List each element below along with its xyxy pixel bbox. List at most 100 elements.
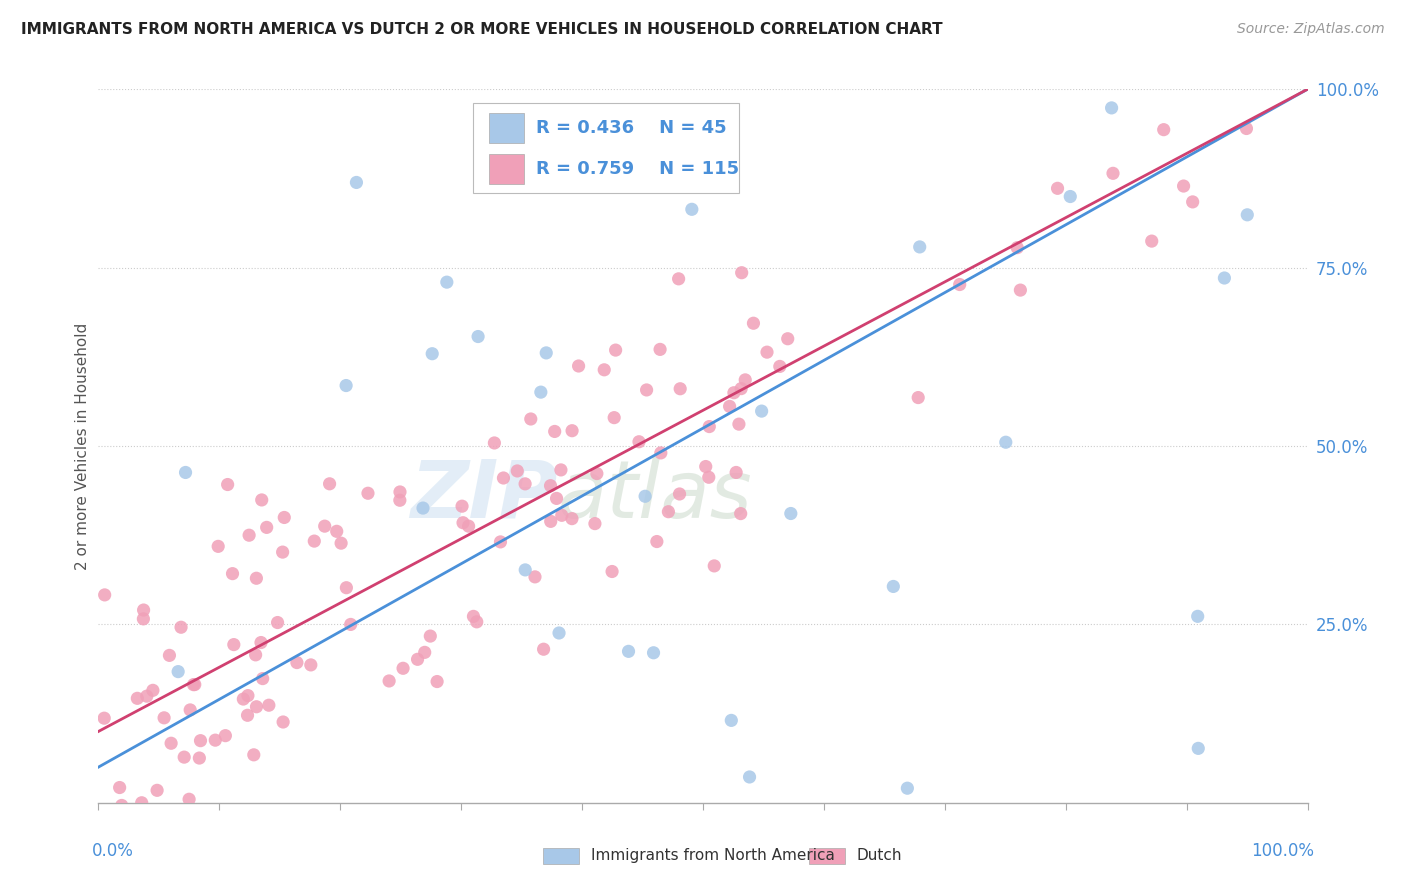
Point [271, 545, 294, 559]
Point [167, 665, 190, 679]
Point [93, 588, 115, 602]
Point [153, 711, 176, 725]
Point [318, 476, 340, 491]
Point [734, 373, 756, 387]
Point [132, 603, 155, 617]
Point [465, 615, 488, 629]
Point [420, 347, 443, 361]
Point [467, 329, 489, 343]
Point [188, 751, 211, 765]
Point [339, 617, 361, 632]
Point [146, 783, 169, 797]
Point [357, 486, 380, 500]
Point [524, 570, 547, 584]
FancyBboxPatch shape [543, 848, 579, 864]
Text: Source: ZipAtlas.com: Source: ZipAtlas.com [1237, 22, 1385, 37]
Point [540, 479, 562, 493]
Point [583, 516, 606, 531]
Point [697, 470, 720, 484]
Point [600, 565, 623, 579]
Point [605, 343, 627, 357]
Point [207, 540, 229, 554]
Point [250, 492, 273, 507]
Point [245, 571, 267, 585]
Point [451, 516, 474, 530]
Point [250, 635, 273, 649]
Point [108, 780, 131, 795]
Point [657, 505, 679, 519]
Point [1101, 101, 1123, 115]
Point [177, 792, 200, 806]
Point [451, 499, 474, 513]
Point [738, 770, 761, 784]
Point [1046, 181, 1069, 195]
Point [636, 383, 658, 397]
Point [1140, 234, 1163, 248]
Point [127, 691, 149, 706]
Point [720, 714, 742, 728]
Point [546, 491, 568, 506]
Point [520, 412, 543, 426]
Point [668, 272, 690, 286]
Point [896, 781, 918, 796]
Point [617, 644, 640, 658]
Point [426, 674, 449, 689]
Text: 100.0%: 100.0% [1250, 842, 1313, 860]
Point [222, 638, 245, 652]
Point [949, 277, 972, 292]
Point [634, 489, 657, 503]
Point [561, 511, 583, 525]
Point [346, 176, 368, 190]
Point [540, 514, 562, 528]
Point [730, 507, 752, 521]
Point [643, 646, 665, 660]
Point [330, 536, 353, 550]
Point [252, 672, 274, 686]
Point [908, 240, 931, 254]
Point [1059, 189, 1081, 203]
Point [266, 615, 288, 630]
Point [436, 275, 458, 289]
FancyBboxPatch shape [489, 112, 524, 143]
Y-axis label: 2 or more Vehicles in Household: 2 or more Vehicles in Household [75, 322, 90, 570]
Point [544, 425, 567, 439]
Point [142, 683, 165, 698]
Point [190, 733, 212, 747]
Point [388, 485, 411, 500]
Point [548, 626, 571, 640]
Point [179, 703, 201, 717]
Point [1236, 208, 1258, 222]
Point [1005, 241, 1028, 255]
Point [536, 346, 558, 360]
Point [204, 733, 226, 747]
Point [335, 378, 357, 392]
Point [1236, 121, 1258, 136]
Point [731, 266, 754, 280]
Point [236, 689, 259, 703]
Point [695, 459, 717, 474]
Point [245, 699, 267, 714]
Point [645, 534, 668, 549]
Point [184, 677, 207, 691]
Point [111, 798, 134, 813]
Point [703, 558, 725, 573]
Point [392, 661, 415, 675]
Point [506, 464, 529, 478]
Text: 0.0%: 0.0% [93, 842, 134, 860]
Text: R = 0.436    N = 45: R = 0.436 N = 45 [536, 119, 727, 136]
Point [681, 202, 703, 217]
FancyBboxPatch shape [489, 153, 524, 184]
Point [406, 652, 429, 666]
Point [586, 467, 609, 481]
Point [413, 645, 436, 659]
Point [1213, 271, 1236, 285]
Point [697, 419, 720, 434]
Point [299, 657, 322, 672]
Point [173, 750, 195, 764]
Point [561, 424, 583, 438]
Point [419, 629, 441, 643]
Point [93, 711, 115, 725]
Point [183, 678, 205, 692]
Point [87, 830, 110, 844]
Text: ZIP: ZIP [411, 457, 558, 535]
